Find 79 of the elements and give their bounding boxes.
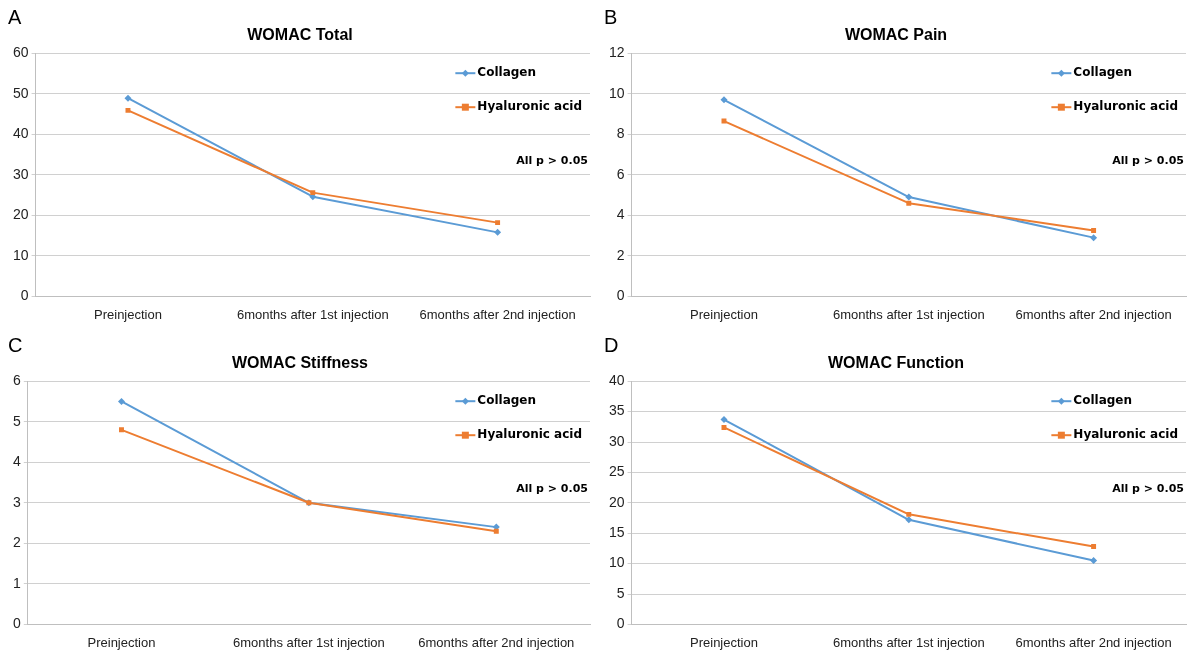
x-tick-label: 6months after 1st injection bbox=[832, 634, 985, 650]
annotation: All p > 0.05 bbox=[1112, 154, 1184, 167]
y-tick-label: 40 bbox=[608, 372, 625, 389]
point bbox=[124, 94, 132, 102]
point bbox=[1091, 228, 1097, 234]
text: A bbox=[8, 6, 22, 29]
y-tick-label: 0 bbox=[12, 615, 21, 632]
chart-title: WOMAC Pain bbox=[844, 26, 948, 44]
x-tick-label: Preinjection bbox=[690, 306, 758, 322]
y-tick-label: 10 bbox=[608, 554, 625, 571]
point bbox=[494, 228, 502, 236]
point bbox=[1090, 234, 1098, 242]
x-tick-label: Preinjection bbox=[87, 634, 156, 650]
chart-title: WOMAC Stiffness bbox=[232, 354, 369, 372]
legend-label: Collagen bbox=[477, 65, 537, 80]
text: C bbox=[8, 334, 23, 357]
x-tick-label: 6months after 2nd injection bbox=[418, 634, 575, 650]
y-tick-label: 2 bbox=[12, 534, 21, 551]
y-tick-label: 20 bbox=[12, 206, 29, 223]
point bbox=[1090, 557, 1098, 565]
y-tick-label: 6 bbox=[12, 372, 21, 389]
y-tick-label: 5 bbox=[616, 584, 625, 601]
y-tick-label: 3 bbox=[12, 493, 21, 510]
y-tick-label: 30 bbox=[12, 165, 29, 182]
point bbox=[905, 193, 913, 201]
chart-title: WOMAC Function bbox=[828, 354, 964, 372]
y-tick-label: 20 bbox=[608, 493, 625, 510]
point bbox=[905, 516, 913, 524]
text: D bbox=[604, 334, 619, 357]
x-tick-label: 6months after 1st injection bbox=[832, 306, 985, 322]
legend-label: Hyaluronic acid bbox=[477, 427, 583, 442]
annotation: All p > 0.05 bbox=[516, 482, 588, 495]
annotation: All p > 0.05 bbox=[516, 154, 588, 167]
y-tick-label: 1 bbox=[12, 574, 21, 591]
point bbox=[720, 416, 728, 423]
legend-label: Hyaluronic acid bbox=[1073, 427, 1179, 442]
y-tick-label: 2 bbox=[616, 246, 625, 263]
legend-label: Hyaluronic acid bbox=[477, 99, 583, 114]
y-tick-label: 25 bbox=[608, 463, 625, 480]
point bbox=[493, 528, 499, 534]
y-tick-label: 60 bbox=[12, 44, 29, 61]
chart-title: WOMAC Total bbox=[247, 26, 353, 44]
legend-label: Collagen bbox=[1073, 65, 1133, 80]
point bbox=[310, 190, 316, 196]
point bbox=[906, 200, 912, 206]
y-tick-label: 4 bbox=[12, 453, 21, 470]
x-tick-label: Preinjection bbox=[690, 634, 758, 650]
y-tick-label: 5 bbox=[12, 412, 21, 429]
y-tick-label: 4 bbox=[616, 206, 625, 223]
y-tick-label: 40 bbox=[12, 125, 29, 142]
legend-label: Collagen bbox=[477, 393, 537, 408]
y-tick-label: 50 bbox=[12, 84, 29, 101]
legend-label: Collagen bbox=[1073, 393, 1133, 408]
point bbox=[1091, 544, 1097, 550]
y-tick-label: 35 bbox=[608, 402, 625, 419]
y-tick-label: 6 bbox=[616, 165, 625, 182]
x-tick-label: 6months after 2nd injection bbox=[1015, 634, 1172, 650]
x-tick-label: 6months after 1st injection bbox=[233, 634, 385, 650]
y-tick-label: 0 bbox=[20, 287, 29, 304]
y-tick-label: 30 bbox=[608, 432, 625, 449]
y-tick-label: 10 bbox=[12, 246, 29, 263]
legend-label: Hyaluronic acid bbox=[1073, 99, 1179, 114]
x-tick-label: Preinjection bbox=[94, 306, 162, 322]
point bbox=[906, 511, 912, 517]
point bbox=[720, 96, 728, 104]
x-tick-label: 6months after 1st injection bbox=[236, 306, 389, 322]
text: B bbox=[604, 6, 618, 29]
point bbox=[495, 220, 501, 226]
y-tick-label: 10 bbox=[608, 84, 625, 101]
point bbox=[119, 427, 124, 433]
point bbox=[117, 397, 125, 405]
y-tick-label: 12 bbox=[608, 44, 625, 61]
y-tick-label: 0 bbox=[616, 287, 625, 304]
y-tick-label: 15 bbox=[608, 524, 625, 541]
annotation: All p > 0.05 bbox=[1112, 482, 1184, 495]
x-tick-label: 6months after 2nd injection bbox=[419, 306, 576, 322]
y-tick-label: 8 bbox=[616, 125, 625, 142]
y-tick-label: 0 bbox=[616, 615, 625, 632]
x-tick-label: 6months after 2nd injection bbox=[1015, 306, 1172, 322]
